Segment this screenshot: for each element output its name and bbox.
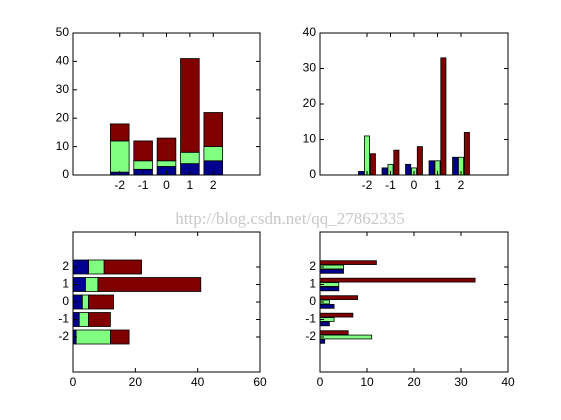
bar-segment — [319, 295, 358, 300]
y-tick-label: 1 — [309, 277, 316, 291]
bar-segment — [133, 160, 153, 170]
bar-segment — [319, 286, 340, 292]
y-tick-label: -2 — [305, 329, 316, 343]
y-tick-label: 2 — [62, 259, 69, 273]
bar-segment — [203, 112, 223, 147]
x-tick-label: 0 — [411, 178, 418, 192]
x-tick-label: 2 — [458, 178, 465, 192]
y-tick-label: 50 — [56, 25, 70, 39]
y-tick-label: 1 — [62, 277, 69, 291]
x-tick-label: 2 — [210, 178, 217, 192]
bar-segment — [319, 339, 326, 344]
bar-segment — [88, 294, 114, 310]
x-tick-label: 0 — [163, 178, 170, 192]
bar-segment — [97, 277, 202, 292]
bar-segment — [369, 153, 376, 176]
x-tick-label: 1 — [434, 178, 441, 192]
bar-segment — [319, 277, 476, 283]
bar-segment — [110, 123, 130, 142]
bar-segment — [180, 58, 200, 153]
bar-segment — [319, 330, 349, 335]
y-tick-label: -1 — [305, 312, 316, 326]
bar-segment — [88, 312, 111, 327]
y-tick-label: 10 — [56, 139, 70, 153]
watermark: http://blog.csdn.net/qq_27862335 — [175, 209, 405, 228]
bar-segment — [133, 140, 153, 162]
bar-segment — [88, 259, 105, 275]
y-tick-label: 0 — [309, 167, 316, 181]
bar-segment — [364, 135, 370, 176]
bar-segment — [463, 131, 470, 176]
y-tick-label: 20 — [56, 110, 70, 124]
bar-segment — [319, 269, 344, 274]
y-tick-label: 40 — [56, 54, 70, 68]
bar-segment — [452, 156, 459, 176]
x-tick-label: 0 — [317, 375, 324, 389]
y-tick-label: 10 — [303, 132, 317, 146]
y-tick-label: -2 — [58, 329, 69, 343]
y-tick-label: 0 — [62, 167, 69, 181]
bar-segment — [381, 167, 388, 176]
bar-segment — [358, 171, 365, 176]
y-tick-label: 0 — [62, 294, 69, 308]
x-tick-label: 40 — [501, 375, 515, 389]
x-tick-label: 0 — [70, 375, 77, 389]
bar-segment — [319, 312, 354, 318]
bar-segment — [75, 329, 111, 345]
x-tick-label: -2 — [114, 178, 125, 192]
bar-segment — [319, 304, 335, 309]
y-tick-label: 0 — [309, 294, 316, 308]
bar-segment — [319, 321, 330, 327]
y-tick-label: 30 — [303, 61, 317, 75]
bar-segment — [156, 160, 177, 167]
y-tick-label: 30 — [56, 82, 70, 96]
x-tick-label: -1 — [138, 178, 149, 192]
x-tick-label: -1 — [385, 178, 396, 192]
bar-segment — [156, 137, 177, 162]
x-tick-label: -2 — [362, 178, 373, 192]
bar-segment — [416, 146, 423, 176]
bar-segment — [180, 151, 200, 165]
x-tick-label: 20 — [129, 375, 143, 389]
x-tick-label: 40 — [191, 375, 205, 389]
bar-segment — [393, 149, 400, 176]
bar-segment — [319, 260, 377, 265]
bar-segment — [405, 163, 412, 176]
bar-segment — [440, 57, 447, 176]
x-tick-label: 20 — [407, 375, 421, 389]
bar-segment — [85, 277, 99, 292]
bar-segment — [110, 329, 130, 345]
bar-segment — [428, 160, 435, 176]
bar-segment — [103, 259, 142, 275]
x-tick-label: 60 — [253, 375, 267, 389]
bar-segment — [81, 294, 89, 310]
bar-segment — [203, 146, 223, 162]
y-tick-label: 20 — [303, 96, 317, 110]
bar-segment — [78, 312, 89, 327]
x-tick-label: 30 — [454, 375, 468, 389]
y-tick-label: -1 — [58, 312, 69, 326]
bar-segment — [319, 334, 373, 340]
bar-segment — [110, 140, 130, 173]
x-tick-label: 10 — [360, 375, 374, 389]
y-tick-label: 2 — [309, 259, 316, 273]
y-tick-label: 40 — [303, 25, 317, 39]
x-tick-label: 1 — [187, 178, 194, 192]
